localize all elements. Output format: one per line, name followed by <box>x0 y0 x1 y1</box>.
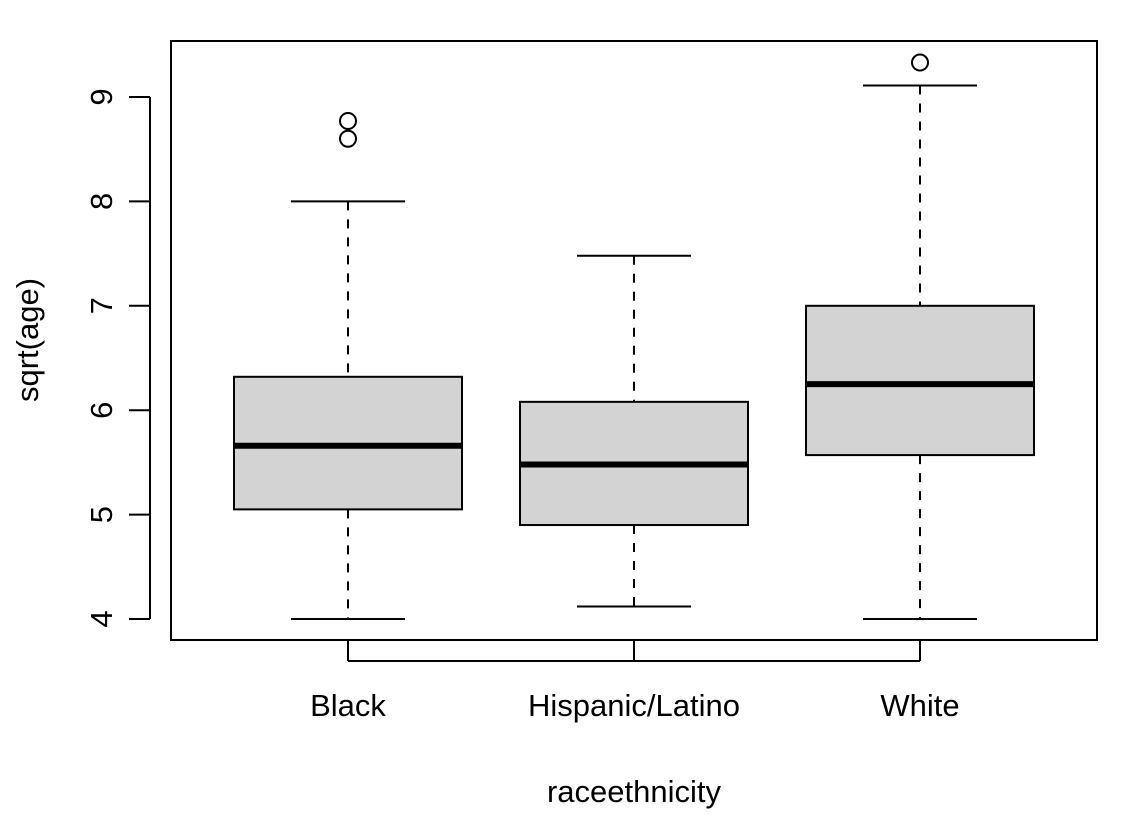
x-tick-label: Hispanic/Latino <box>528 688 740 723</box>
y-axis: 4 5 6 7 8 9 <box>84 88 151 628</box>
box-group <box>519 254 749 608</box>
y-tick-label: 8 <box>84 193 119 210</box>
x-axis-title: raceethnicity <box>547 774 722 809</box>
outlier-point <box>339 112 357 131</box>
x-tick-label: White <box>880 688 959 723</box>
y-axis-title: sqrt(age) <box>10 278 45 402</box>
y-tick-label: 7 <box>84 297 119 314</box>
box-group <box>233 112 463 620</box>
y-tick-label: 9 <box>84 88 119 105</box>
box-group <box>805 53 1035 620</box>
outlier-point <box>911 53 929 72</box>
y-tick-label: 6 <box>84 402 119 419</box>
outlier-point <box>339 129 357 148</box>
y-tick-label: 5 <box>84 506 119 523</box>
boxes <box>233 53 1035 620</box>
y-tick-label: 4 <box>84 610 119 627</box>
x-axis: Black Hispanic/Latino White <box>310 640 960 723</box>
x-tick-label: Black <box>310 688 386 723</box>
iqr-box <box>805 304 1035 457</box>
